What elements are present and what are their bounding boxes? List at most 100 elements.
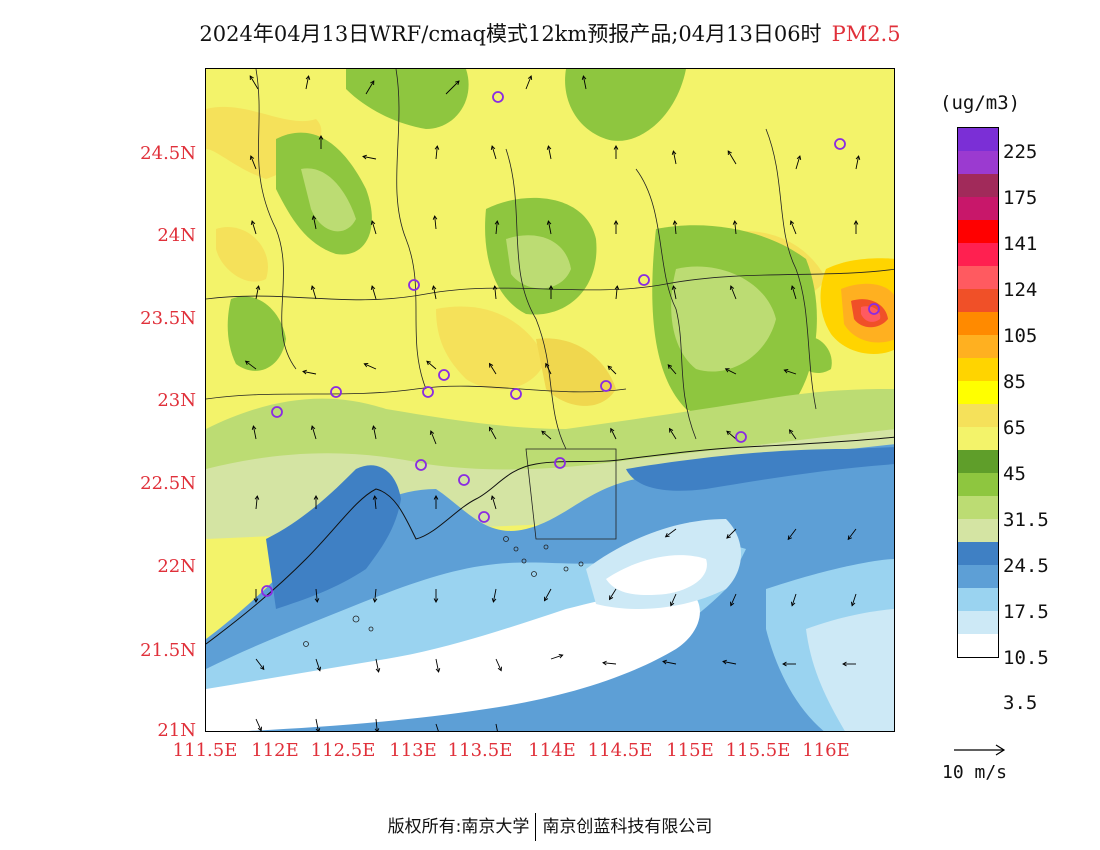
colorbar: [957, 127, 999, 658]
wind-vector-icon: [433, 589, 439, 603]
wind-vector-icon: [609, 588, 617, 601]
colorbar-cell: [958, 611, 998, 634]
lon-tick-label: 112E: [251, 740, 299, 761]
wind-vector-icon: [254, 495, 260, 510]
wind-vector-icon: [490, 145, 497, 160]
wind-vector-icon: [726, 528, 737, 539]
lon-tick-label: 111.5E: [172, 740, 238, 761]
wind-vector-icon: [251, 425, 257, 440]
lat-tick-label: 22.5N: [140, 473, 196, 494]
lon-tick-label: 113E: [389, 740, 437, 761]
wind-vector-icon: [250, 220, 257, 235]
station-marker-icon: [261, 585, 273, 597]
lat-tick-label: 21N: [157, 720, 196, 741]
wind-vector-icon: [541, 430, 552, 440]
colorbar-cell: [958, 588, 998, 611]
wind-vector-icon: [310, 425, 317, 440]
lon-tick-label: 112.5E: [310, 740, 376, 761]
wind-vector-icon: [782, 661, 796, 667]
colorbar-cell: [958, 358, 998, 381]
wind-vector-icon: [495, 723, 498, 731]
station-marker-icon: [415, 459, 427, 471]
wind-vector-icon: [729, 285, 737, 300]
wind-vector-icon: [494, 220, 500, 235]
wind-vector-icon: [613, 220, 619, 234]
colorbar-label: 85: [1003, 371, 1026, 393]
wind-vector-icon: [727, 150, 737, 165]
sea-zone: [206, 589, 700, 731]
colorbar-cell: [958, 289, 998, 312]
footer-divider: [535, 813, 537, 841]
wind-vector-icon: [607, 365, 617, 375]
colorbar-label: 141: [1003, 233, 1038, 255]
footer-right: 南京创蓝科技有限公司: [542, 817, 713, 837]
colorbar-cell: [958, 128, 998, 151]
wind-vector-icon: [671, 285, 677, 300]
copyright-footer: 版权所有:南京大学 南京创蓝科技有限公司: [0, 812, 1100, 841]
wind-vector-icon: [371, 425, 377, 440]
admin-border: [395, 69, 427, 390]
wind-vector-icon: [489, 426, 497, 440]
wind-vector-icon: [492, 285, 498, 300]
wind-vector-icon: [546, 220, 552, 235]
wind-vector-icon: [435, 658, 441, 673]
sea-zone: [626, 447, 894, 491]
wind-vector-icon: [311, 215, 317, 230]
wind-vector-icon: [495, 658, 502, 672]
colorbar-label: 65: [1003, 417, 1026, 439]
colorbar-cell: [958, 381, 998, 404]
moderate-patch: [216, 227, 268, 282]
wind-vector-icon: [372, 588, 378, 603]
wind-vector-icon: [724, 368, 737, 375]
colorbar-cell: [958, 266, 998, 289]
footer-left: 版权所有:南京大学: [387, 817, 530, 837]
islands: [303, 536, 584, 647]
colorbar-label: 225: [1003, 141, 1038, 163]
wind-vector-icon: [667, 364, 677, 375]
colorbar-cell: [958, 634, 998, 657]
station-marker-icon: [868, 303, 880, 315]
colorbar-label: 105: [1003, 325, 1038, 347]
admin-border: [525, 448, 617, 540]
wind-vector-icon: [445, 80, 460, 95]
colorbar-cell: [958, 427, 998, 450]
admin-border: [505, 148, 567, 450]
map-title: 2024年04月13日WRF/cmaq模式12km预报产品;04月13日06时 P…: [0, 18, 1100, 48]
wind-vector-icon: [790, 593, 797, 607]
wind-vector-icon: [310, 285, 317, 300]
wind-vector-icon: [305, 75, 311, 90]
colorbar-cell: [958, 450, 998, 473]
wind-vector-icon: [433, 495, 439, 509]
lat-tick-label: 24N: [157, 225, 196, 246]
wind-vector-icon: [726, 430, 737, 440]
low-pm-zone: [506, 235, 571, 289]
colorbar-label: 17.5: [1003, 601, 1049, 623]
wind-vector-icon: [732, 220, 738, 235]
station-marker-icon: [458, 474, 470, 486]
station-marker-icon: [330, 386, 342, 398]
station-marker-icon: [735, 431, 747, 443]
wind-vector-icon: [602, 660, 617, 666]
low-pm-zone: [301, 168, 356, 232]
wind-vector-icon: [672, 220, 678, 235]
colorbar-cell: [958, 220, 998, 243]
wind-vector-icon: [426, 360, 437, 370]
colorbar-cell: [958, 151, 998, 174]
station-marker-icon: [422, 386, 434, 398]
low-pm-zone: [671, 266, 776, 372]
wind-vector-icon: [788, 429, 797, 440]
sea-zone: [806, 609, 894, 731]
wind-vector-icon: [491, 588, 497, 603]
sea-zone: [266, 465, 401, 609]
wind-vector-icon: [490, 495, 497, 510]
wind-vector-icon: [546, 145, 552, 160]
title-pollutant: PM2.5: [831, 22, 901, 46]
station-marker-icon: [438, 369, 450, 381]
wind-vector-icon: [671, 150, 677, 165]
wind-vector-icon: [372, 495, 378, 510]
lon-tick-label: 113.5E: [447, 740, 513, 761]
wind-vector-icon: [314, 588, 320, 603]
wind-vector-icon: [375, 658, 381, 673]
wind-vector-icon: [429, 430, 437, 445]
